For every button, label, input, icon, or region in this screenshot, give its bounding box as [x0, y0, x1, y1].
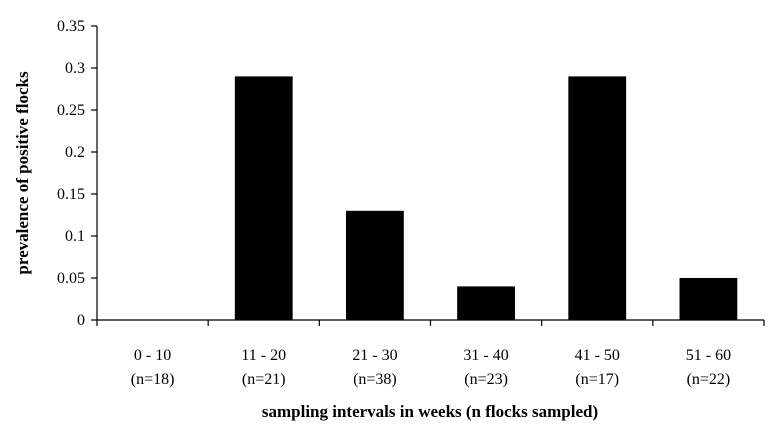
y-tick-label: 0.35 [57, 18, 85, 35]
category-count-label: (n=22) [687, 371, 731, 388]
bar [234, 76, 293, 321]
category-count-label: (n=23) [464, 371, 508, 388]
y-tick-label: 0.15 [57, 186, 85, 203]
category-label: 0 - 10 [134, 347, 171, 364]
y-tick-label: 0 [77, 312, 85, 329]
x-ticks [96, 320, 765, 326]
y-axis-title: prevalence of positive flocks [13, 71, 32, 275]
y-tick-label: 0.05 [57, 270, 85, 287]
category-label: 11 - 20 [241, 347, 286, 364]
category-label: 21 - 30 [352, 347, 397, 364]
y-ticks: 0 0.05 0.1 0.15 0.2 0.25 0.3 0.35 [57, 18, 97, 329]
category-labels: 0 - 10 (n=18) 11 - 20 (n=21) 21 - 30 (n=38) 31… [131, 347, 731, 388]
category-count-label: (n=17) [575, 371, 619, 388]
category-label: 41 - 50 [575, 347, 620, 364]
y-tick-label: 0.1 [65, 228, 85, 245]
category-count-label: (n=38) [353, 371, 397, 388]
bars [234, 76, 738, 321]
y-tick-label: 0.3 [65, 60, 85, 77]
category-count-label: (n=21) [242, 371, 286, 388]
x-axis-title: sampling intervals in weeks (n flocks sa… [262, 402, 598, 421]
category-count-label: (n=18) [131, 371, 175, 388]
bar [679, 278, 738, 320]
category-label: 51 - 60 [686, 347, 731, 364]
category-label: 31 - 40 [463, 347, 508, 364]
y-tick-label: 0.25 [57, 102, 85, 119]
bar [568, 76, 627, 321]
y-tick-label: 0.2 [65, 144, 85, 161]
bar [457, 286, 515, 320]
bar [346, 210, 404, 320]
